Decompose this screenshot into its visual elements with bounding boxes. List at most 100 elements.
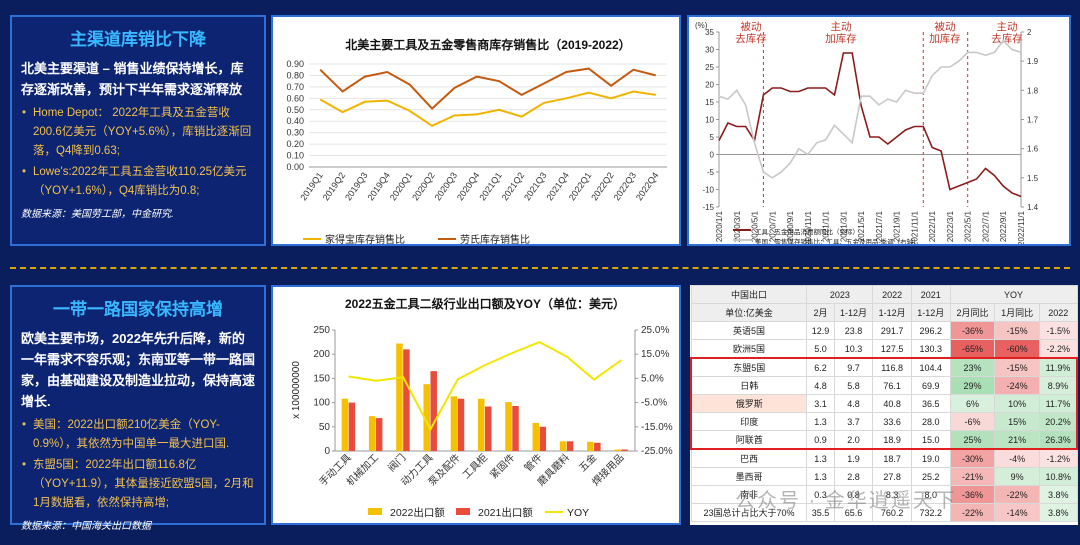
line-series [718, 52, 1022, 198]
table-cell: 33.6 [872, 412, 912, 431]
table-cell: 欧洲5国 [690, 339, 808, 359]
table-cell: 3.8% [1039, 485, 1078, 504]
x-tick-label: 2021/7/1 [875, 210, 884, 242]
legend-label: 2022出口额 [390, 506, 445, 519]
table-cell: 28.0 [910, 412, 951, 431]
x-tick-label: 2021/1/1 [822, 210, 831, 242]
y-tick-label: 0.90 [286, 59, 304, 69]
table-cell: 65.6 [833, 503, 874, 522]
x-tick-label: 2021/3/1 [839, 210, 848, 242]
table-cell: 俄罗斯 [690, 394, 808, 413]
x-tick-label: 2020/9/1 [786, 210, 795, 242]
y-tick-label: 30 [705, 46, 714, 55]
table-cell: 29% [949, 376, 996, 395]
y-tick-label: 0.50 [286, 105, 304, 115]
table-cell: 116.8 [872, 357, 912, 377]
x-tick-label: 阀门 [385, 451, 408, 474]
table-cell: 8.9% [1039, 376, 1078, 395]
x-tick-label: 2020/11/1 [804, 210, 813, 244]
y-tick-label: 0.10 [286, 151, 304, 161]
x-tick-label: 2021/9/1 [893, 210, 902, 242]
table-cell: -4% [994, 448, 1040, 468]
legend-swatch [456, 508, 470, 515]
x-tick-label: 2022/7/1 [981, 210, 990, 242]
table-cell: 296.2 [910, 321, 951, 340]
table-cell: 9% [994, 467, 1040, 486]
table-cell: 日韩 [690, 376, 808, 395]
header-cell: 2月 [806, 303, 835, 322]
bar [559, 441, 567, 451]
annotation: 被动 [741, 20, 762, 33]
bar [403, 349, 410, 451]
table-cell: 36.5 [910, 394, 951, 413]
x-tick-label: 2022/11/1 [1017, 210, 1026, 244]
table-card: 中国出口 2023 2022 2021 YOY 单位:亿美金 2月 1-12月 1-12月 1-1… [690, 285, 1078, 525]
text-panel: 主渠道库销比下降 北美主要渠道 – 销售业绩保持增长，库存逐渐改善，预计下半年需… [10, 15, 266, 246]
separator [10, 267, 1070, 269]
legend-label: 劳氏库存销售比 [460, 233, 530, 244]
table-cell: 10% [994, 394, 1040, 413]
chart: 北美主要工具及五金零售商库存销售比（2019-2022） 0.000.10 0.20… [286, 37, 667, 244]
bar [512, 405, 519, 451]
table-cell: 23.8 [833, 321, 874, 340]
bar [430, 371, 437, 451]
line-series [319, 90, 656, 127]
chart-card: (%) -15 -10 -5 0 5 10 15 20 25 30 35 1.4 1.5 1.6 1.7 1.8… [687, 15, 1071, 246]
x-tick-label: 2022Q4 [634, 170, 661, 202]
bullet-list: Home Depot： 2022年工具及五金营收200.6亿美元（YOY+5.6… [21, 104, 255, 201]
header-cell: 1-12月 [872, 303, 912, 322]
y2-tick-label: 1.8 [1027, 86, 1039, 95]
x-tick-label: 2021/11/1 [910, 210, 919, 244]
bar [368, 416, 376, 451]
table: 中国出口 2023 2022 2021 YOY 单位:亿美金 2月 1-12月 1-12月 1-1… [690, 285, 1078, 522]
header-cell: 1-12月 [833, 303, 874, 322]
y2-tick-label: 1.9 [1027, 57, 1039, 66]
x-tick-label: 2022/9/1 [999, 210, 1008, 242]
table-cell: 5.0 [806, 339, 835, 359]
annotation: 加库存 [929, 32, 961, 45]
chart: 2022五金工具二级行业出口额及YOY（单位：美元） x 100000000 0 50… [291, 296, 673, 519]
bar [478, 398, 485, 451]
header-row: 单位:亿美金 2月 1-12月 1-12月 1-12月 2月同比 1月同比 2022 [690, 303, 1078, 322]
bar [341, 398, 349, 451]
x-tick-label: 2020/3/1 [733, 210, 742, 242]
table-cell: 25.2 [910, 467, 951, 486]
bullet: 美国：2022出口额210亿美金（YOY-0.9%），其依然为中国单一最大进口国… [22, 416, 255, 454]
table-cell: 760.2 [872, 503, 912, 522]
y-tick-label: 50 [319, 422, 331, 433]
x-tick-label: 管件 [521, 451, 544, 474]
table-row: 墨西哥 1.3 2.8 27.8 25.2 -21% 9% 10.8% [690, 467, 1078, 486]
y2-tick-label: 1.4 [1027, 203, 1039, 212]
x-tick-label: 工具柜 [460, 451, 490, 481]
table-cell: 20.2% [1039, 412, 1078, 431]
table-cell: 2.0 [833, 430, 874, 450]
line-series [319, 67, 657, 111]
table-cell: 东盟5国 [690, 357, 808, 377]
bar [457, 398, 465, 451]
legend-label: 2021出口额 [478, 506, 533, 519]
y-tick-label: 200 [313, 349, 330, 360]
table-cell: 3.8% [1039, 503, 1078, 522]
x-tick-label: 五金 [576, 451, 599, 474]
y-tick-label: 0.00 [286, 162, 304, 172]
line-series [348, 340, 622, 432]
table-cell: 10.8% [1039, 467, 1078, 486]
table-cell: -14% [994, 503, 1040, 522]
y-tick-label: 0.30 [286, 128, 304, 138]
header-cell: 1月同比 [994, 303, 1040, 322]
y-tick-label: 100 [313, 398, 330, 409]
annotation: 被动 [935, 20, 956, 33]
y-tick-label: 10 [705, 116, 714, 125]
x-tick-label: 2020/5/1 [751, 210, 760, 242]
table-cell: 130.3 [910, 339, 951, 359]
table-cell: 9.7 [833, 357, 874, 377]
table-cell: 291.7 [872, 321, 912, 340]
text-panel: 一带一路国家保持高增 欧美主要市场，2022年先升后降，新的一年需求不容乐观；东… [10, 285, 266, 532]
table-cell: -21% [949, 467, 996, 486]
legend-swatch [368, 508, 382, 515]
chart-title: 2022五金工具二级行业出口额及YOY（单位：美元） [345, 296, 625, 311]
table-cell: -1.2% [1039, 448, 1078, 468]
panel-lead: 欧美主要市场，2022年先升后降，新的一年需求不容乐观；东南亚等一带一路国家，由… [21, 331, 256, 409]
header-cell: 中国出口 [690, 285, 808, 304]
header-cell: 2月同比 [949, 303, 996, 322]
